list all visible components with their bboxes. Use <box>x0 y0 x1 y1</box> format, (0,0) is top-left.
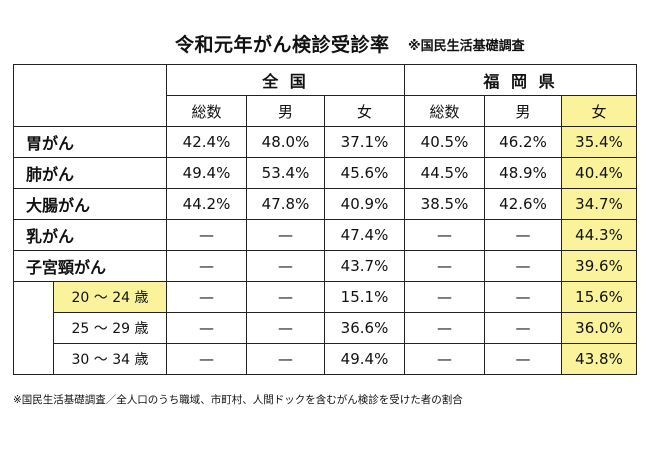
sub-header-row: 総数 男 女 総数 男 女 <box>14 95 638 127</box>
value-cell: — <box>246 219 325 251</box>
value-cell: 47.4% <box>324 219 405 251</box>
age-subrow: 30 ～ 34 歳 — — 49.4% — — 43.8% <box>13 343 638 375</box>
value-cell: 48.9% <box>484 157 562 189</box>
value-cell: — <box>166 312 247 344</box>
value-cell: 44.5% <box>404 157 485 189</box>
group-header-row: 全 国 福 岡 県 <box>13 64 638 127</box>
highlighted-value-cell: 34.7% <box>560 188 638 220</box>
value-cell: — <box>166 219 247 251</box>
header-fukuoka-total: 総数 <box>404 95 485 127</box>
indent-cell <box>13 312 54 344</box>
value-cell: — <box>404 343 485 375</box>
highlighted-value-cell: 44.3% <box>560 219 638 251</box>
row-label: 肺がん <box>13 157 167 189</box>
value-cell: 44.2% <box>166 188 247 220</box>
value-cell: — <box>404 219 485 251</box>
title-row: 令和元年がん検診受診率 ※国民生活基礎調査 <box>0 30 650 60</box>
age-label: 25 ～ 29 歳 <box>53 312 167 344</box>
row-label: 大腸がん <box>13 188 167 220</box>
value-cell: — <box>246 281 325 313</box>
value-cell: 45.6% <box>324 157 405 189</box>
row-label: 乳がん <box>13 219 167 251</box>
value-cell: — <box>246 250 325 282</box>
header-fukuoka-female: 女 <box>560 95 638 127</box>
corner-cell <box>13 64 167 127</box>
value-cell: — <box>484 312 562 344</box>
age-subrow: 25 ～ 29 歳 — — 36.6% — — 36.0% <box>13 312 638 344</box>
indent-cell <box>13 343 54 375</box>
header-national-female: 女 <box>324 95 405 127</box>
value-cell: — <box>404 281 485 313</box>
value-cell: — <box>484 219 562 251</box>
value-cell: — <box>166 250 247 282</box>
value-cell: 37.1% <box>324 126 405 158</box>
highlighted-value-cell: 15.6% <box>560 281 638 313</box>
indent-cell <box>13 281 54 313</box>
value-cell: — <box>404 312 485 344</box>
value-cell: 42.6% <box>484 188 562 220</box>
value-cell: — <box>484 250 562 282</box>
value-cell: — <box>404 250 485 282</box>
header-fukuoka-male: 男 <box>484 95 562 127</box>
value-cell: 40.9% <box>324 188 405 220</box>
value-cell: — <box>246 343 325 375</box>
group-national: 全 国 <box>166 64 405 96</box>
value-cell: 49.4% <box>324 343 405 375</box>
page-title: 令和元年がん検診受診率 <box>175 34 390 56</box>
value-cell: 43.7% <box>324 250 405 282</box>
highlighted-value-cell: 43.8% <box>560 343 638 375</box>
header-national-male: 男 <box>246 95 325 127</box>
row-label: 子宮頸がん <box>13 250 167 282</box>
highlighted-value-cell: 40.4% <box>560 157 638 189</box>
value-cell: 38.5% <box>404 188 485 220</box>
value-cell: 49.4% <box>166 157 247 189</box>
value-cell: 42.4% <box>166 126 247 158</box>
value-cell: 53.4% <box>246 157 325 189</box>
value-cell: 15.1% <box>324 281 405 313</box>
value-cell: — <box>166 281 247 313</box>
table-row: 乳がん — — 47.4% — — 44.3% <box>13 219 638 251</box>
table-row: 大腸がん 44.2% 47.8% 40.9% 38.5% 42.6% 34.7% <box>13 188 638 220</box>
highlighted-value-cell: 35.4% <box>560 126 638 158</box>
highlighted-value-cell: 39.6% <box>560 250 638 282</box>
table-row: 胃がん 42.4% 48.0% 37.1% 40.5% 46.2% 35.4% <box>13 126 638 158</box>
header-national-total: 総数 <box>166 95 247 127</box>
age-subrow: 20 ～ 24 歳 — — 15.1% — — 15.6% <box>13 281 638 313</box>
value-cell: 36.6% <box>324 312 405 344</box>
highlighted-value-cell: 36.0% <box>560 312 638 344</box>
table-row: 肺がん 49.4% 53.4% 45.6% 44.5% 48.9% 40.4% <box>13 157 638 189</box>
value-cell: 46.2% <box>484 126 562 158</box>
value-cell: — <box>246 312 325 344</box>
value-cell: 40.5% <box>404 126 485 158</box>
value-cell: — <box>484 343 562 375</box>
footnote: ※国民生活基礎調査／全人口のうち職域、市町村、人間ドックを含むがん検診を受けた者… <box>13 394 463 406</box>
age-label: 30 ～ 34 歳 <box>53 343 167 375</box>
screening-rate-table: 全 国 福 岡 県 総数 男 女 総数 男 女 胃がん 42.4% 48.0% … <box>13 64 638 375</box>
value-cell: — <box>484 281 562 313</box>
age-label: 20 ～ 24 歳 <box>53 281 167 313</box>
row-label: 胃がん <box>13 126 167 158</box>
table-row: 子宮頸がん — — 43.7% — — 39.6% <box>13 250 638 282</box>
value-cell: 48.0% <box>246 126 325 158</box>
value-cell: 47.8% <box>246 188 325 220</box>
source-label: ※国民生活基礎調査 <box>408 39 525 54</box>
group-fukuoka: 福 岡 県 <box>403 64 638 96</box>
value-cell: — <box>166 343 247 375</box>
